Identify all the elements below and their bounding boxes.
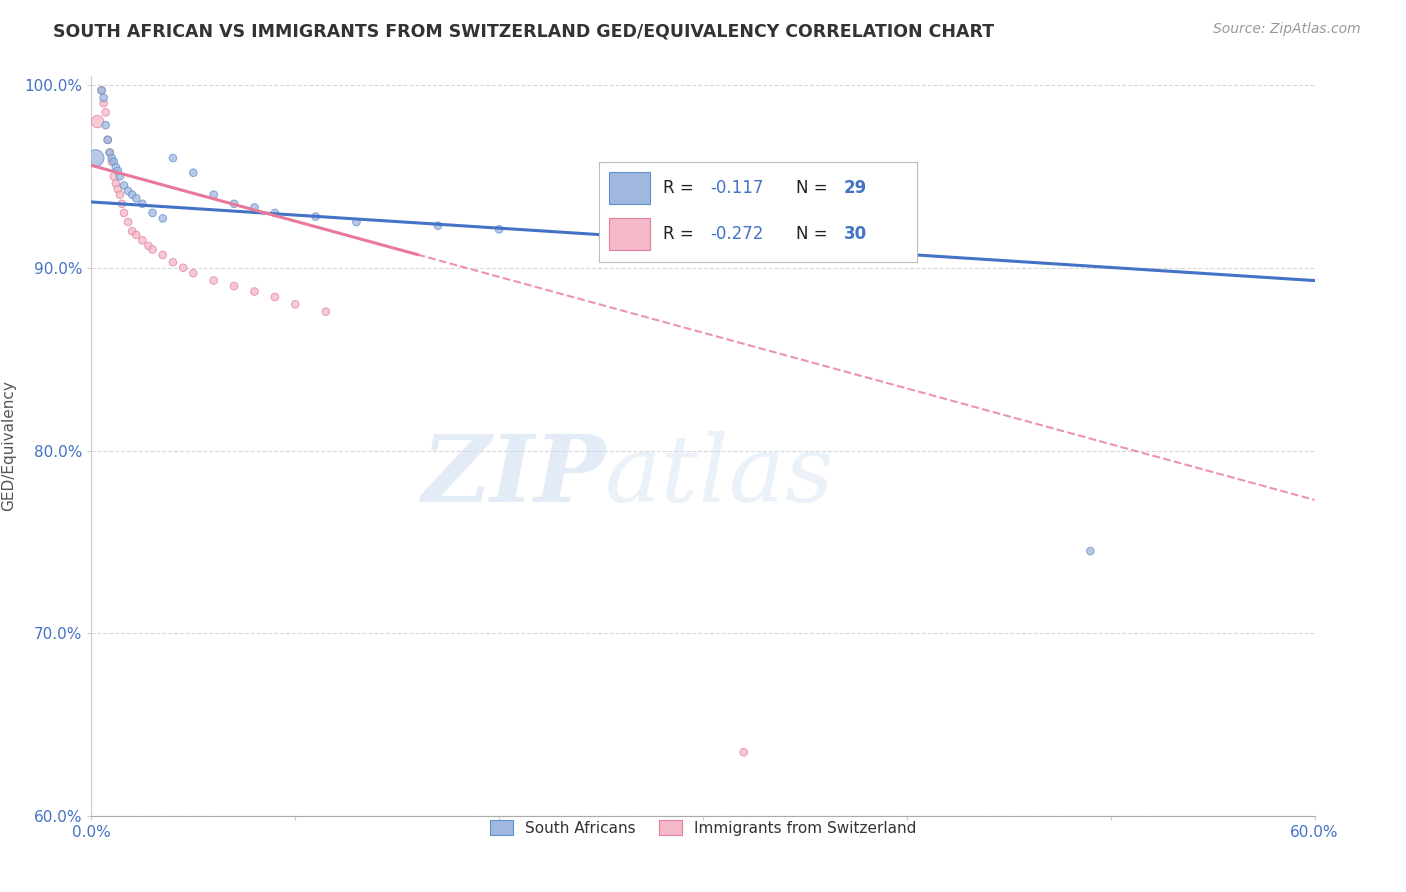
Point — [304, 210, 326, 224]
Point — [93, 96, 115, 111]
Point — [183, 266, 205, 280]
Point — [222, 196, 246, 211]
Point — [733, 745, 755, 759]
Point — [108, 187, 131, 202]
Point — [111, 196, 134, 211]
Point — [101, 151, 124, 165]
Point — [90, 83, 112, 97]
Point — [141, 206, 163, 220]
Point — [121, 187, 143, 202]
Point — [284, 297, 307, 311]
Point — [131, 233, 153, 247]
Point — [243, 285, 266, 299]
Point — [152, 211, 174, 226]
Point — [104, 160, 127, 174]
Point — [427, 219, 450, 233]
Point — [243, 201, 266, 215]
Point — [104, 177, 127, 191]
Point — [103, 169, 125, 184]
Point — [107, 164, 129, 178]
Point — [90, 83, 112, 97]
Point — [264, 206, 287, 220]
Point — [112, 178, 135, 193]
Point — [108, 169, 131, 184]
Text: ZIP: ZIP — [420, 431, 605, 521]
Point — [94, 105, 117, 120]
Point — [121, 224, 143, 238]
Point — [202, 274, 225, 288]
Point — [93, 91, 115, 105]
Point — [117, 215, 139, 229]
Point — [1080, 544, 1102, 558]
Text: Source: ZipAtlas.com: Source: ZipAtlas.com — [1213, 22, 1361, 37]
Point — [162, 151, 184, 165]
Point — [84, 151, 107, 165]
Point — [98, 145, 121, 160]
Point — [346, 215, 368, 229]
Point — [94, 118, 117, 132]
Point — [97, 133, 120, 147]
Point — [488, 222, 510, 236]
Point — [125, 191, 148, 205]
Point — [97, 133, 120, 147]
Point — [101, 154, 124, 169]
Point — [103, 154, 125, 169]
Point — [131, 196, 153, 211]
Point — [117, 184, 139, 198]
Point — [222, 279, 246, 293]
Text: atlas: atlas — [605, 431, 835, 521]
Point — [107, 182, 129, 196]
Point — [112, 206, 135, 220]
Point — [138, 239, 160, 253]
Point — [125, 227, 148, 242]
Point — [141, 243, 163, 257]
Point — [172, 260, 194, 275]
Point — [98, 145, 121, 160]
Point — [162, 255, 184, 269]
Point — [264, 290, 287, 304]
Point — [202, 187, 225, 202]
Point — [183, 166, 205, 180]
Legend: South Africans, Immigrants from Switzerland: South Africans, Immigrants from Switzerl… — [484, 814, 922, 842]
Y-axis label: GED/Equivalency: GED/Equivalency — [1, 381, 15, 511]
Text: SOUTH AFRICAN VS IMMIGRANTS FROM SWITZERLAND GED/EQUIVALENCY CORRELATION CHART: SOUTH AFRICAN VS IMMIGRANTS FROM SWITZER… — [53, 22, 994, 40]
Point — [86, 114, 108, 128]
Point — [152, 248, 174, 262]
Point — [315, 304, 337, 318]
